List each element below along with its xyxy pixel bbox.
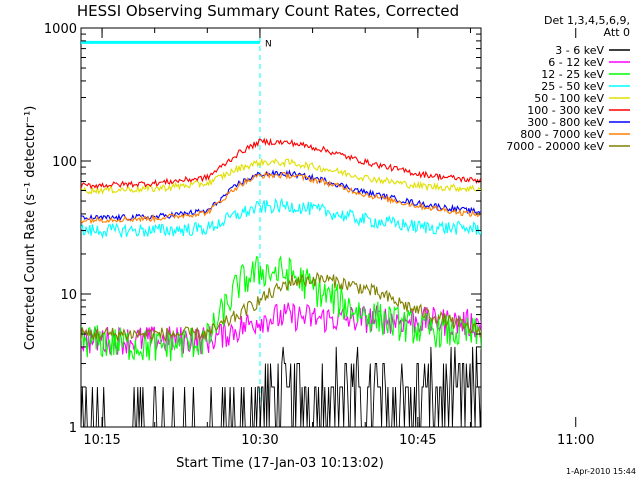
chart-title: HESSI Observing Summary Count Rates, Cor… [77, 2, 459, 20]
x-tick-label-2: 10:45 [399, 433, 436, 448]
legend-header-0: Det 1,3,4,5,6,9, [544, 14, 630, 27]
x-axis-label: Start Time (17-Jan-03 10:13:02) [176, 456, 384, 471]
legend-label-4: 50 - 100 keV [534, 92, 604, 105]
legend-label-2: 12 - 25 keV [541, 68, 604, 81]
series-line-3 [81, 197, 481, 239]
series-line-8 [81, 271, 481, 343]
legend-label-5: 100 - 300 keV [527, 104, 604, 117]
y-tick-label-0: 1 [69, 421, 77, 436]
series-line-7 [81, 171, 481, 225]
timestamp: 1-Apr-2010 15:44 [566, 467, 636, 476]
series-line-4 [81, 158, 481, 195]
y-axis: 1 10 100 1000 [44, 22, 481, 436]
y-tick-label-3: 1000 [44, 22, 77, 37]
x-tick-label-3: 11:00 [557, 433, 594, 448]
legend-label-7: 800 - 7000 keV [520, 128, 604, 141]
series-line-1 [81, 302, 481, 355]
series-line-2 [81, 255, 481, 362]
legend-label-8: 7000 - 20000 keV [506, 140, 604, 153]
y-tick-label-2: 100 [52, 155, 77, 170]
x-tick-label-0: 10:15 [83, 433, 120, 448]
legend-label-3: 25 - 50 keV [541, 80, 604, 93]
legend-label-6: 300 - 800 keV [527, 116, 604, 129]
legend-label-1: 6 - 12 keV [548, 56, 604, 69]
legend-label-0: 3 - 6 keV [555, 44, 604, 57]
plot-area [81, 28, 481, 427]
x-tick-label-1: 10:30 [241, 433, 278, 448]
series-line-6 [81, 169, 481, 222]
y-axis-label: Corrected Count Rate (s⁻¹ detector⁻¹) [23, 106, 38, 351]
series-line-5 [81, 137, 481, 190]
flag-label: N [265, 39, 272, 49]
y-tick-label-1: 10 [60, 288, 77, 303]
legend-header-1: Att 0 [604, 26, 630, 39]
